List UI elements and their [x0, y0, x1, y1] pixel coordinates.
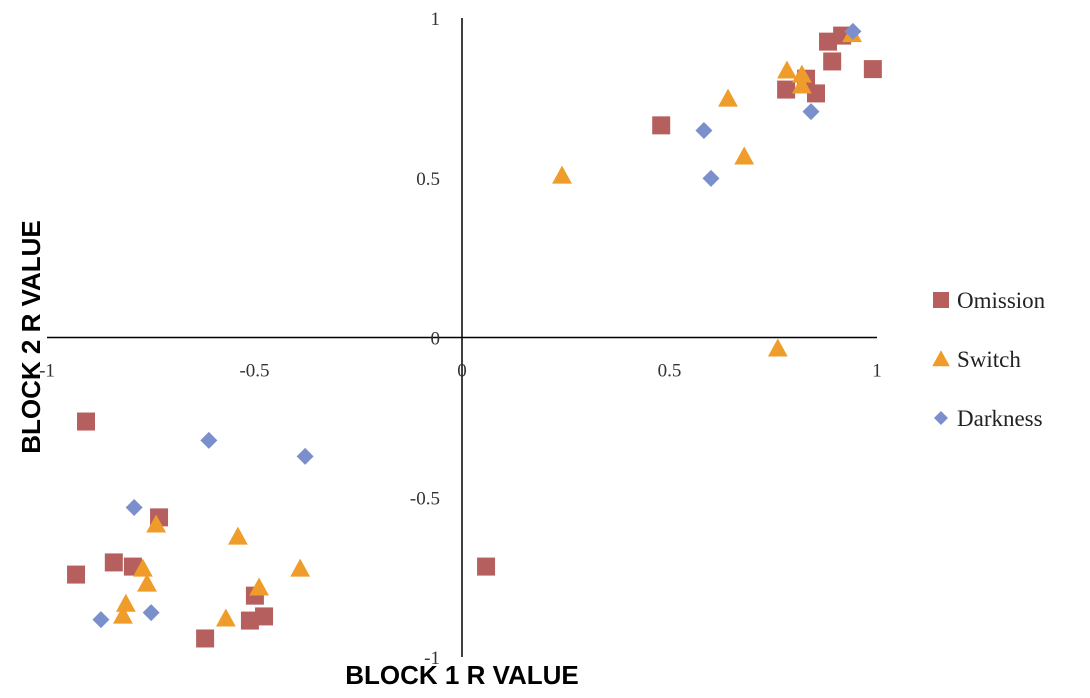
- point: [819, 32, 838, 51]
- point: [137, 573, 157, 592]
- x-axis-title: BLOCK 1 R VALUE: [345, 660, 579, 690]
- legend-label: Switch: [957, 347, 1021, 372]
- y-tick-label: 0.5: [416, 169, 440, 190]
- point: [844, 22, 862, 40]
- point: [113, 605, 133, 624]
- point: [132, 558, 153, 577]
- x-tick-label: 0: [457, 361, 467, 382]
- point: [67, 565, 86, 584]
- point: [702, 169, 720, 187]
- legend-marker: [932, 350, 950, 367]
- point: [77, 412, 96, 431]
- y-axis-title: BLOCK 2 R VALUE: [16, 220, 46, 454]
- point: [863, 60, 882, 79]
- point: [777, 80, 796, 99]
- x-tick-label: -0.5: [239, 361, 269, 382]
- point: [290, 558, 311, 577]
- point: [196, 629, 215, 648]
- point: [104, 553, 123, 572]
- point: [92, 611, 110, 629]
- point: [767, 338, 788, 357]
- point: [802, 103, 820, 121]
- point: [255, 607, 274, 626]
- legend-label: Omission: [957, 288, 1046, 313]
- point: [806, 84, 825, 103]
- point: [240, 611, 259, 630]
- point: [791, 64, 812, 83]
- point: [228, 526, 248, 545]
- point: [115, 593, 136, 612]
- point: [718, 88, 738, 107]
- point: [823, 52, 842, 71]
- legend-label: Darkness: [957, 406, 1043, 431]
- x-tick-label: -1: [39, 361, 55, 382]
- y-tick-label: 1: [431, 9, 441, 30]
- point: [296, 447, 314, 465]
- point: [249, 577, 269, 596]
- legend-marker: [934, 411, 948, 425]
- x-tick-label: 0.5: [658, 361, 682, 382]
- y-tick-label: -1: [424, 648, 440, 669]
- point: [791, 75, 812, 94]
- point: [200, 431, 218, 449]
- point: [146, 514, 167, 533]
- y-tick-label: 0: [431, 329, 441, 350]
- point: [652, 116, 671, 135]
- point: [142, 604, 160, 622]
- point: [215, 608, 236, 627]
- point: [125, 498, 143, 516]
- point: [477, 557, 496, 576]
- point: [552, 165, 572, 184]
- x-tick-label: 1: [872, 361, 882, 382]
- point: [695, 121, 713, 139]
- point: [777, 60, 797, 79]
- y-tick-label: -0.5: [410, 488, 440, 509]
- point: [734, 146, 755, 165]
- legend-marker: [933, 292, 949, 308]
